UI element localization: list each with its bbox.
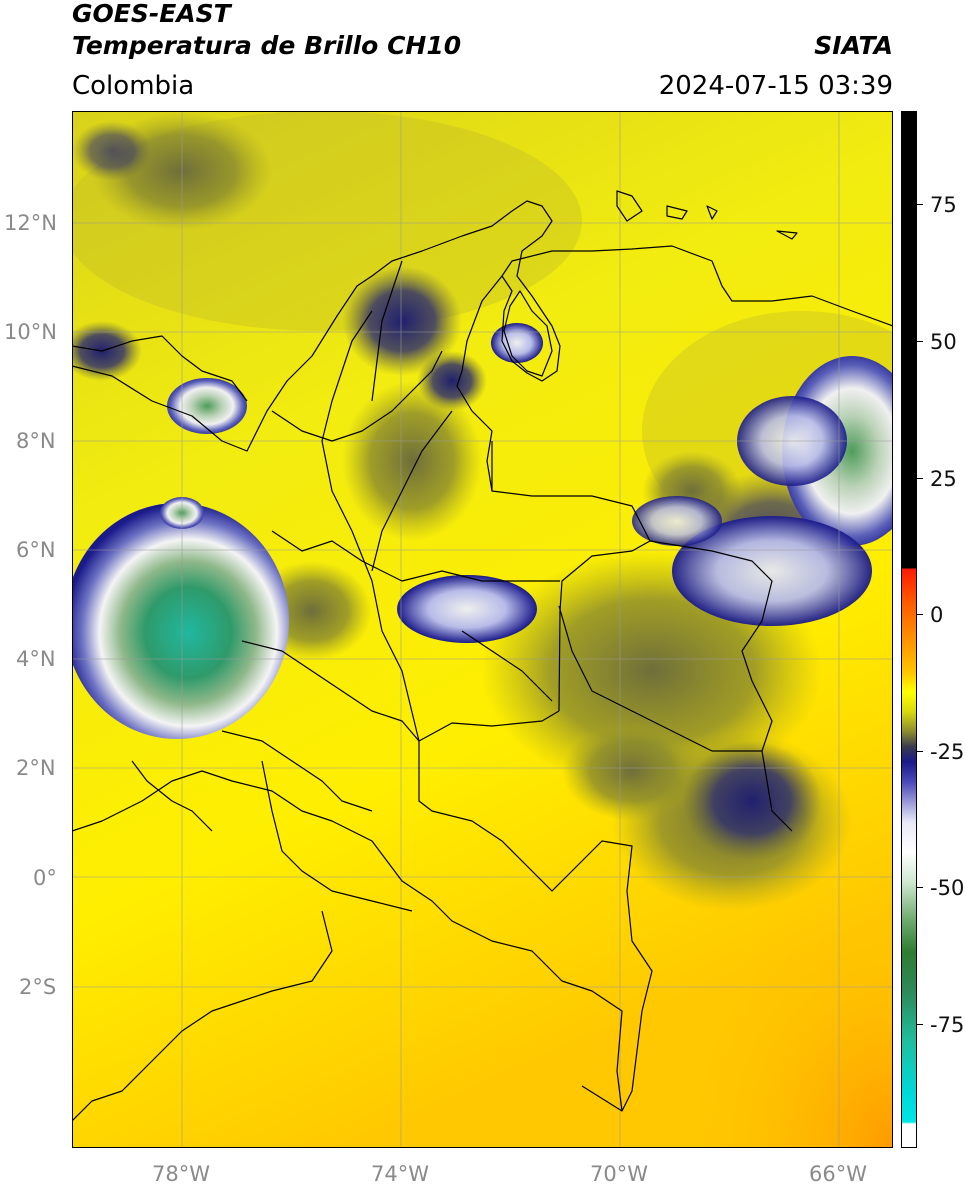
lat-label-2s: 2°S (19, 975, 57, 999)
lon-label-70w: 70°W (590, 1162, 648, 1186)
lat-label-4n: 4°N (16, 647, 56, 671)
colorbar-tick-neg75: -75 (930, 1013, 965, 1037)
colorbar-tick-25: 25 (930, 467, 957, 491)
satellite-title: GOES-EAST (72, 0, 231, 28)
lat-label-12n: 12°N (4, 211, 57, 235)
region-label: Colombia (72, 71, 195, 101)
cloud-navy-southeast (682, 741, 822, 861)
colorbar-tick-neg50: -50 (930, 876, 965, 900)
satellite-map (72, 111, 893, 1148)
colorbar (901, 111, 917, 1148)
colorbar-tick-50: 50 (930, 330, 957, 354)
colorbar-tick-0: 0 (930, 603, 944, 627)
storm-panama (167, 378, 247, 434)
storm-pacific (72, 503, 289, 739)
colorbar-tick-neg25: -25 (930, 740, 965, 764)
storm-andes (397, 575, 537, 643)
datetime-label: 2024-07-15 03:39 (658, 71, 893, 101)
lat-label-6n: 6°N (16, 538, 56, 562)
lat-label-2n: 2°N (16, 756, 56, 780)
lat-label-8n: 8°N (16, 429, 56, 453)
gridlines (72, 111, 893, 1148)
country-borders (72, 190, 893, 1122)
lon-label-78w: 78°W (152, 1162, 210, 1186)
lat-label-10n: 10°N (4, 320, 57, 344)
lat-label-0: 0° (33, 866, 57, 890)
org-label: SIATA (814, 31, 893, 60)
colorbar-tick-75: 75 (930, 193, 957, 217)
product-title: Temperatura de Brillo CH10 (72, 31, 462, 60)
lon-label-74w: 74°W (371, 1162, 429, 1186)
lon-label-66w: 66°W (809, 1162, 867, 1186)
